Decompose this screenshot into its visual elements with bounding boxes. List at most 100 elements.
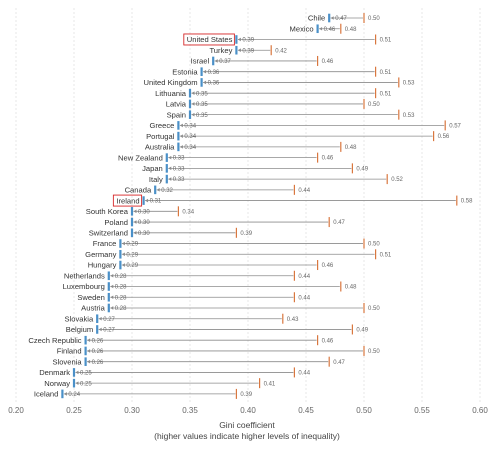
end-value-label: 0.39 — [240, 392, 252, 398]
start-value-label: 0.29 — [126, 252, 138, 258]
end-marker — [328, 356, 330, 367]
country-label: Austria — [81, 304, 105, 313]
arrow-head — [237, 48, 241, 53]
arrow-head — [63, 392, 67, 396]
start-marker — [235, 45, 238, 55]
end-marker — [340, 23, 342, 34]
chart-row: Japan 0.33 0.49 — [142, 163, 369, 174]
start-value-label: 0.28 — [115, 306, 127, 312]
end-marker — [363, 345, 365, 356]
start-marker — [107, 271, 110, 281]
end-value-label: 0.56 — [438, 134, 450, 140]
end-marker — [293, 270, 295, 281]
end-value-label: 0.50 — [368, 242, 380, 248]
start-value-label: 0.47 — [335, 16, 347, 22]
start-marker — [165, 164, 168, 173]
start-value-label: 0.33 — [173, 166, 185, 172]
end-value-label: 0.44 — [298, 274, 310, 280]
country-label: Greece — [149, 121, 174, 130]
end-marker — [270, 45, 272, 56]
arrow-head — [98, 316, 102, 321]
start-value-label: 0.25 — [80, 381, 92, 387]
arrow-head — [203, 69, 207, 74]
x-tick-label: 0.45 — [298, 406, 314, 415]
start-value-label: 0.29 — [126, 242, 138, 248]
end-marker — [456, 195, 458, 206]
start-value-label: 0.30 — [138, 220, 150, 226]
start-marker — [177, 131, 180, 141]
end-value-label: 0.51 — [380, 91, 392, 97]
start-value-label: 0.35 — [196, 113, 208, 119]
country-label: Portugal — [146, 132, 175, 141]
country-label: Israel — [191, 57, 210, 66]
end-marker — [282, 313, 284, 324]
end-value-label: 0.44 — [298, 371, 310, 377]
start-value-label: 0.39 — [242, 38, 254, 44]
start-marker — [188, 99, 192, 109]
arrow-head — [145, 198, 149, 203]
country-label: Estonia — [172, 67, 198, 76]
chart-row: Slovakia 0.27 0.43 — [64, 313, 299, 324]
country-label: Czech Republic — [28, 336, 81, 345]
start-value-label: 0.34 — [184, 124, 196, 130]
end-marker — [375, 34, 377, 45]
arrow-head — [214, 59, 218, 63]
end-value-label: 0.39 — [240, 231, 252, 237]
end-marker — [351, 324, 353, 335]
end-marker — [444, 120, 446, 131]
start-marker — [107, 292, 110, 302]
country-label: Hungary — [88, 261, 117, 270]
country-label: Turkey — [209, 46, 232, 55]
start-value-label: 0.24 — [68, 392, 80, 398]
start-marker — [316, 24, 319, 34]
country-label: Latvia — [166, 100, 187, 109]
start-value-label: 0.35 — [196, 91, 208, 97]
end-value-label: 0.51 — [380, 70, 392, 76]
end-value-label: 0.50 — [368, 306, 380, 312]
arrow-head — [110, 273, 114, 278]
end-value-label: 0.34 — [182, 209, 194, 215]
country-label: Slovakia — [64, 314, 93, 323]
arrow-head — [191, 112, 195, 117]
arrow-head — [168, 155, 172, 160]
x-axis-title: Gini coefficient — [219, 420, 275, 430]
end-value-label: 0.43 — [287, 317, 299, 323]
arrow-head — [87, 359, 91, 364]
end-value-label: 0.46 — [322, 263, 334, 269]
end-marker — [375, 249, 377, 260]
x-tick-label: 0.35 — [182, 406, 198, 415]
start-marker — [96, 314, 99, 324]
start-value-label: 0.26 — [92, 349, 104, 355]
start-marker — [200, 67, 203, 76]
end-value-label: 0.57 — [449, 124, 461, 130]
arrow-head — [179, 123, 183, 128]
start-marker — [165, 174, 168, 184]
arrow-head — [168, 166, 172, 171]
chart-row: New Zealand 0.33 0.46 — [118, 152, 334, 163]
end-value-label: 0.49 — [356, 166, 368, 172]
end-marker — [328, 217, 330, 228]
start-value-label: 0.29 — [126, 263, 138, 269]
x-tick-label: 0.20 — [8, 406, 24, 415]
arrow-head — [75, 370, 79, 375]
end-marker — [317, 152, 319, 163]
start-marker — [119, 239, 122, 248]
country-label: Italy — [149, 175, 163, 184]
start-marker — [107, 282, 110, 291]
arrow-head — [179, 134, 183, 138]
start-value-label: 0.26 — [92, 360, 104, 366]
chart-row: Germany 0.29 0.51 — [85, 249, 392, 260]
start-value-label: 0.25 — [80, 371, 92, 377]
start-value-label: 0.39 — [242, 48, 254, 54]
country-label: Japan — [142, 164, 163, 173]
arrow-head — [98, 327, 102, 332]
end-marker — [375, 66, 377, 77]
end-marker — [293, 292, 295, 303]
end-value-label: 0.42 — [275, 48, 287, 54]
country-label: Denmark — [39, 368, 70, 377]
end-value-label: 0.53 — [403, 81, 415, 87]
start-value-label: 0.32 — [161, 188, 173, 194]
end-value-label: 0.47 — [333, 360, 345, 366]
start-value-label: 0.34 — [184, 134, 196, 140]
start-marker — [328, 13, 331, 23]
